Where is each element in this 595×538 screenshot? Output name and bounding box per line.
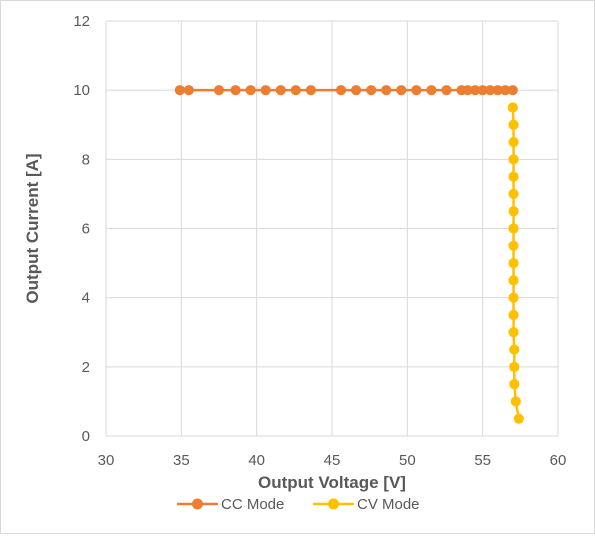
legend-item: CV Mode [313,496,420,513]
data-point [507,102,518,113]
y-axis-title: Output Current [A] [23,153,42,303]
legend-label: CV Mode [357,496,420,513]
data-point [426,85,437,96]
grid-lines [105,20,559,437]
data-point [411,85,422,96]
data-point [396,85,407,96]
data-point [508,136,519,148]
data-point [508,240,519,251]
data-point [509,344,520,355]
y-tick-label: 4 [82,290,90,307]
data-point [508,171,519,182]
y-tick-label: 2 [82,359,90,376]
x-tick-label: 45 [324,452,341,469]
data-point [335,85,347,96]
data-point [508,188,519,200]
data-point [508,206,519,217]
data-point [381,85,392,96]
data-point [260,85,271,96]
data-point [508,257,519,269]
data-point [366,85,377,96]
data-point [174,85,185,96]
series-layer [174,85,524,424]
data-point [441,85,452,96]
y-tick-label: 6 [82,221,90,238]
data-point [508,292,519,303]
data-point [508,327,519,338]
x-axis-title: Output Voltage [V] [258,473,406,492]
data-point [230,85,241,96]
data-point [305,85,317,96]
y-tick-label: 10 [73,82,90,99]
data-point [508,309,519,321]
data-point [513,413,524,424]
legend-label: CC Mode [221,496,284,513]
data-point [509,379,520,390]
legend-marker-swatch [328,498,339,510]
y-tick-label: 0 [82,428,90,445]
data-point [508,154,519,165]
data-point [245,85,256,96]
data-point [507,85,518,96]
x-tick-label: 35 [173,452,190,469]
x-tick-label: 40 [248,452,265,469]
y-tick-label: 8 [82,151,90,168]
y-tick-labels: 0 2 4 6 8 10 12 [73,13,90,445]
data-point [509,361,520,372]
x-tick-label: 50 [399,452,416,469]
data-point [213,85,225,96]
data-point [290,85,301,96]
x-tick-label: 60 [550,452,567,469]
data-point [508,275,519,286]
data-point [351,85,362,96]
data-point [508,223,519,234]
data-point [183,85,194,96]
x-tick-label: 55 [474,452,491,469]
series-cv-mode [507,102,524,424]
legend: CC Mode CV Mode [177,496,420,513]
y-tick-label: 12 [73,13,90,30]
data-point [275,85,286,96]
x-tick-label: 30 [98,452,115,469]
data-point [508,119,519,130]
data-point [510,396,521,407]
series-cc-mode [174,85,518,96]
legend-item: CC Mode [177,496,284,513]
legend-marker-swatch [192,498,203,510]
x-tick-labels: 30 35 40 45 50 55 60 [98,452,567,469]
